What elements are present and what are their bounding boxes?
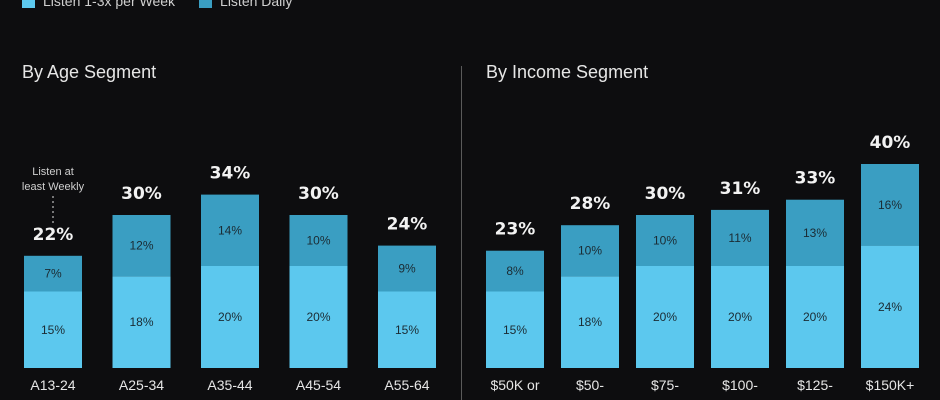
age-total-4: 24% xyxy=(387,215,428,235)
income-total-5: 40% xyxy=(870,133,911,153)
age-total-1: 30% xyxy=(121,184,162,204)
age-seg-label-4-0: 15% xyxy=(395,323,419,337)
income-bar-0-seg-1 xyxy=(486,250,544,292)
income-seg-label-2-0: 20% xyxy=(653,310,677,324)
age-bar-1-seg-1 xyxy=(112,215,171,277)
income-bar-0-seg-0 xyxy=(486,291,544,368)
age-bar-4-seg-0 xyxy=(378,291,436,368)
age-bar-2-seg-0 xyxy=(201,266,259,368)
age-bar-0-seg-1 xyxy=(24,255,82,292)
income-bar-4-seg-1 xyxy=(786,199,844,266)
legend-label-weekly: Listen 1-3x per Week xyxy=(43,0,176,9)
age-category-2: A35-44 xyxy=(207,377,252,393)
income-bar-5-seg-1 xyxy=(861,164,919,246)
income-category-4: $125- xyxy=(797,377,833,393)
income-category-3: $100- xyxy=(722,377,758,393)
legend-swatch-daily xyxy=(199,0,213,8)
age-seg-label-4-1: 9% xyxy=(398,262,416,276)
age-category-4: A55-64 xyxy=(384,377,429,393)
income-total-2: 30% xyxy=(645,184,686,204)
age-total-2: 34% xyxy=(210,164,251,184)
legend: Listen 1-3x per Week Listen Daily xyxy=(22,0,292,9)
income-bar-3-seg-0 xyxy=(711,266,769,368)
age-bar-1-seg-0 xyxy=(112,276,171,368)
annotation-line-1: Listen at xyxy=(32,166,74,178)
income-total-3: 31% xyxy=(720,179,761,199)
age-bar-2-seg-1 xyxy=(201,194,259,266)
legend-label-daily: Listen Daily xyxy=(220,0,293,9)
income-bar-2-seg-1 xyxy=(636,215,694,266)
age-seg-label-2-0: 20% xyxy=(218,310,242,324)
age-total-3: 30% xyxy=(298,184,339,204)
income-seg-label-0-0: 15% xyxy=(503,323,527,337)
age-seg-label-1-1: 12% xyxy=(129,239,153,253)
income-seg-label-5-1: 16% xyxy=(878,198,902,212)
age-seg-label-0-1: 7% xyxy=(44,267,62,281)
age-total-0: 22% xyxy=(33,225,74,245)
income-category-1: $50- xyxy=(576,377,604,393)
income-seg-label-0-1: 8% xyxy=(506,264,524,278)
legend-item-weekly: Listen 1-3x per Week xyxy=(22,0,175,9)
age-category-0: A13-24 xyxy=(30,377,75,393)
income-seg-label-1-1: 10% xyxy=(578,244,602,258)
income-bar-4-seg-0 xyxy=(786,266,844,368)
income-seg-label-1-0: 18% xyxy=(578,315,602,329)
income-bar-5-seg-0 xyxy=(861,245,919,368)
age-seg-label-2-1: 14% xyxy=(218,223,242,237)
age-seg-label-3-1: 10% xyxy=(306,234,330,248)
age-bar-0-seg-0 xyxy=(24,291,82,368)
income-total-1: 28% xyxy=(570,194,611,214)
income-category-0: $50K or xyxy=(490,377,539,393)
income-bar-1-seg-1 xyxy=(561,225,619,277)
annotation-line-2: least Weekly xyxy=(22,181,85,193)
income-bar-2-seg-0 xyxy=(636,266,694,368)
age-panel-title: By Age Segment xyxy=(22,62,157,82)
income-seg-label-3-0: 20% xyxy=(728,310,752,324)
income-seg-label-2-1: 10% xyxy=(653,234,677,248)
age-bar-4-seg-1 xyxy=(378,245,436,292)
age-seg-label-1-0: 18% xyxy=(129,315,153,329)
income-seg-label-3-1: 11% xyxy=(728,231,751,245)
age-seg-label-3-0: 20% xyxy=(306,310,330,324)
income-seg-label-5-0: 24% xyxy=(878,300,902,314)
income-total-0: 23% xyxy=(495,220,536,240)
income-panel-title: By Income Segment xyxy=(486,62,649,82)
income-seg-label-4-1: 13% xyxy=(803,226,827,240)
income-seg-label-4-0: 20% xyxy=(803,310,827,324)
income-category-5: $150K+ xyxy=(866,377,915,393)
age-seg-label-0-0: 15% xyxy=(41,323,65,337)
age-bar-3-seg-1 xyxy=(289,215,348,266)
income-category-2: $75- xyxy=(651,377,679,393)
legend-swatch-weekly xyxy=(22,0,35,8)
panel-divider xyxy=(461,66,462,400)
income-total-4: 33% xyxy=(795,169,836,189)
age-category-3: A45-54 xyxy=(296,377,341,393)
age-category-1: A25-34 xyxy=(119,377,164,393)
legend-item-daily: Listen Daily xyxy=(199,0,292,9)
income-bar-3-seg-1 xyxy=(711,209,769,266)
income-bar-1-seg-0 xyxy=(561,276,619,368)
age-bar-3-seg-0 xyxy=(289,266,348,368)
